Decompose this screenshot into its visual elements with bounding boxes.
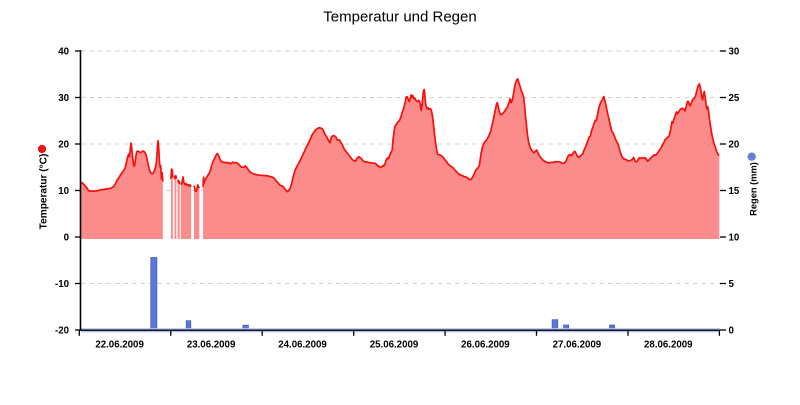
svg-text:24.06.2009: 24.06.2009 xyxy=(278,340,327,351)
svg-text:15: 15 xyxy=(729,186,740,197)
svg-text:27.06.2009: 27.06.2009 xyxy=(553,340,602,351)
svg-text:22.06.2009: 22.06.2009 xyxy=(95,340,144,351)
svg-text:0: 0 xyxy=(64,233,69,244)
svg-text:10: 10 xyxy=(729,233,740,244)
svg-text:Regen (mm): Regen (mm) xyxy=(749,162,759,216)
svg-text:40: 40 xyxy=(58,47,69,58)
svg-text:Temperatur und Regen: Temperatur und Regen xyxy=(323,8,476,25)
svg-text:26.06.2009: 26.06.2009 xyxy=(461,340,510,351)
svg-text:-10: -10 xyxy=(55,279,69,290)
svg-text:25.06.2009: 25.06.2009 xyxy=(370,340,419,351)
svg-text:20: 20 xyxy=(729,140,740,151)
svg-text:Temperatur (°C): Temperatur (°C) xyxy=(38,154,49,230)
svg-text:-20: -20 xyxy=(55,326,69,337)
svg-text:25: 25 xyxy=(729,93,740,104)
svg-text:5: 5 xyxy=(729,279,735,290)
svg-text:23.06.2009: 23.06.2009 xyxy=(187,340,236,351)
svg-text:20: 20 xyxy=(58,140,69,151)
svg-text:30: 30 xyxy=(58,93,69,104)
svg-text:30: 30 xyxy=(729,47,740,58)
svg-text:10: 10 xyxy=(58,186,69,197)
svg-text:0: 0 xyxy=(729,326,734,337)
svg-text:28.06.2009: 28.06.2009 xyxy=(644,340,693,351)
